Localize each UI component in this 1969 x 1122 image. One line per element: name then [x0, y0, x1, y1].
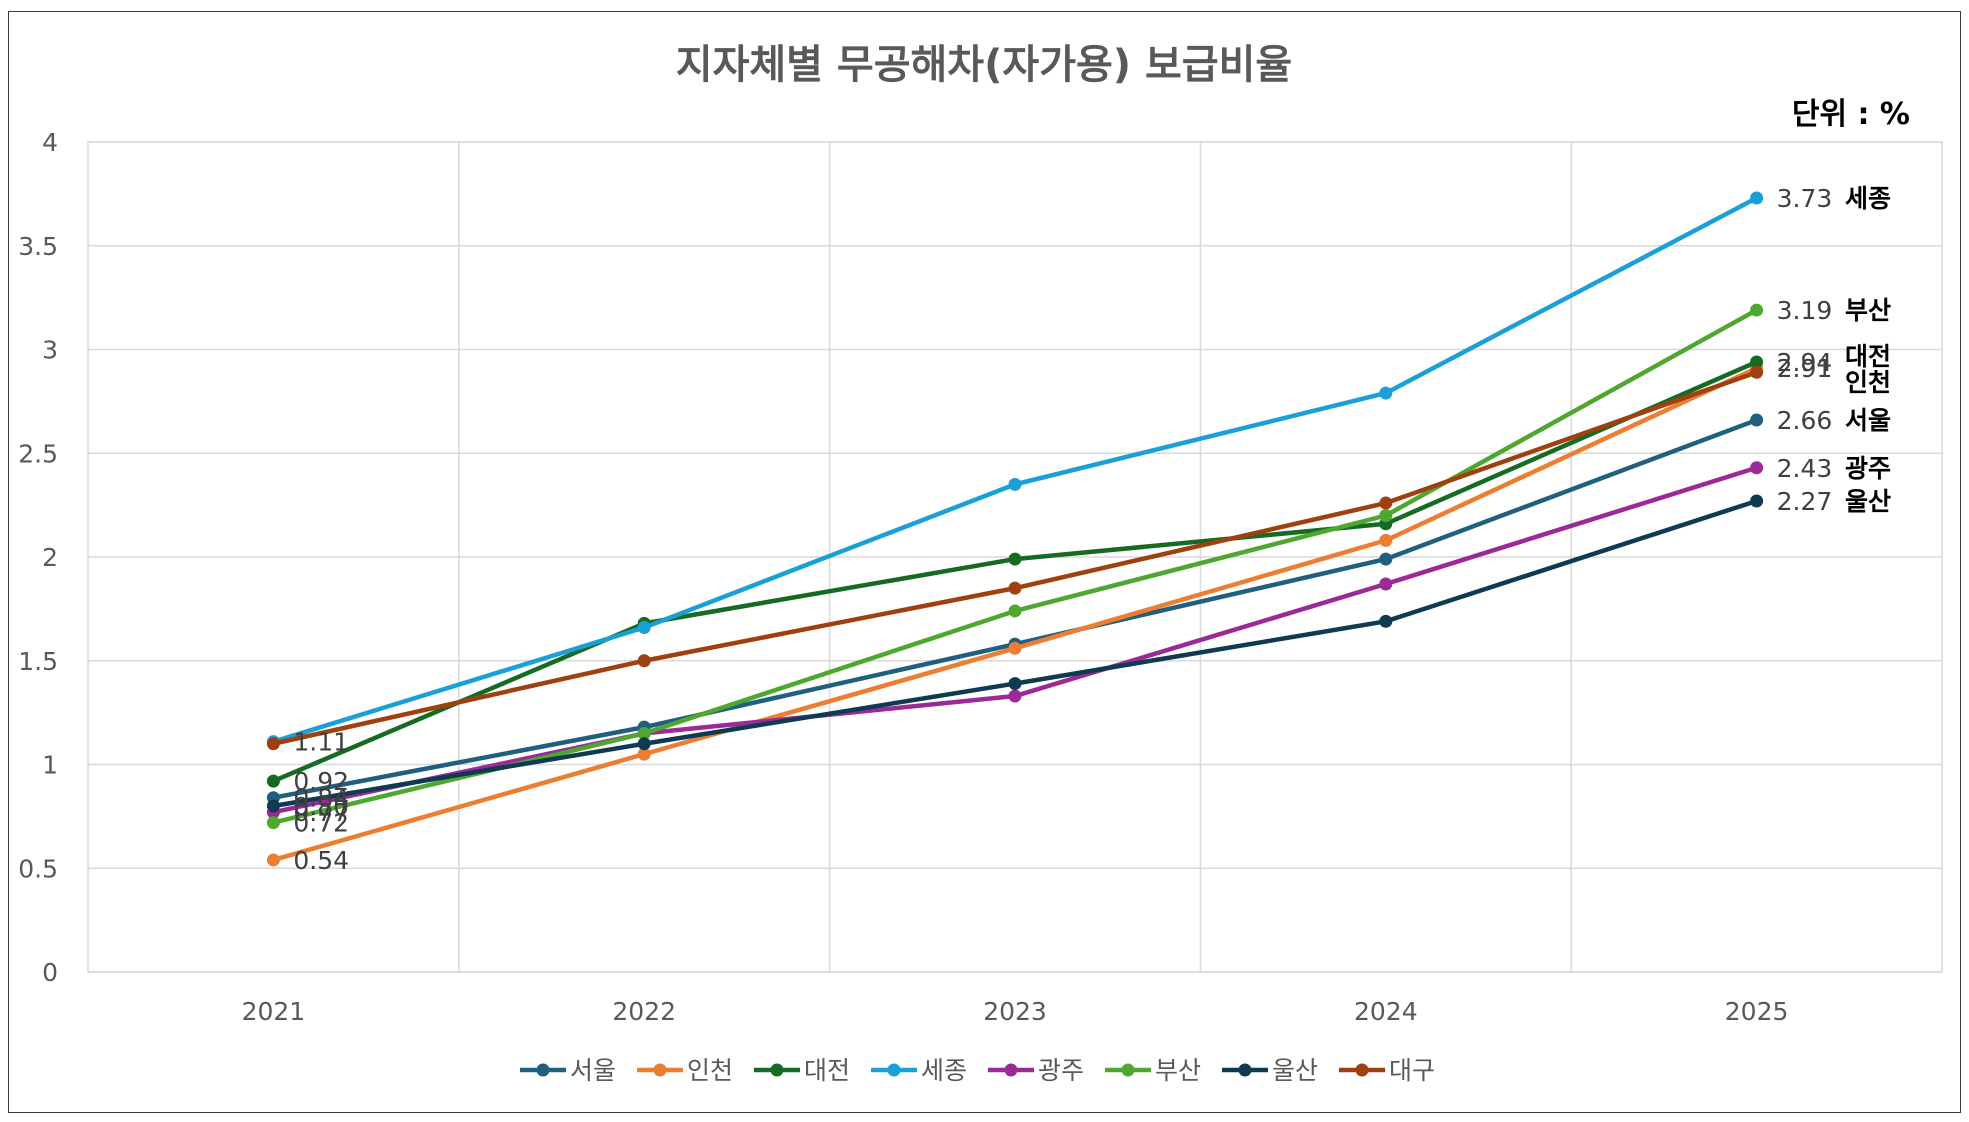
data-label: 2.94	[1777, 348, 1833, 377]
legend-label: 서울	[570, 1056, 616, 1085]
data-label: 2.43	[1777, 454, 1833, 483]
data-label: 2.91	[1777, 354, 1833, 383]
data-label: 0.54	[293, 846, 349, 875]
data-point	[637, 621, 651, 635]
y-tick-label: 4	[42, 128, 58, 157]
data-label: 0.92	[293, 767, 349, 796]
data-point	[1379, 386, 1393, 400]
series-name-label: 세종	[1845, 184, 1891, 213]
y-tick-label: 2	[42, 543, 58, 572]
legend-item: 광주	[988, 1056, 1084, 1085]
y-tick-label: 1.5	[18, 647, 58, 676]
x-tick-label: 2021	[242, 997, 306, 1026]
data-label: 3.73	[1777, 184, 1833, 213]
legend-item: 대전	[754, 1056, 850, 1085]
data-point	[266, 816, 280, 830]
series-name-label: 부산	[1845, 296, 1891, 325]
data-point	[637, 747, 651, 761]
legend-label: 인천	[687, 1056, 733, 1085]
legend-label: 부산	[1155, 1056, 1201, 1085]
data-point	[1379, 496, 1393, 510]
data-point	[637, 726, 651, 740]
y-tick-label: 3	[42, 336, 58, 365]
data-point	[1008, 641, 1022, 655]
legend-swatch-marker	[1238, 1063, 1252, 1077]
x-tick-label: 2024	[1354, 997, 1418, 1026]
data-point	[1008, 689, 1022, 703]
data-point	[1750, 303, 1764, 317]
data-label: 2.66	[1777, 406, 1833, 435]
data-point	[1008, 677, 1022, 691]
legend-label: 광주	[1038, 1056, 1084, 1085]
data-point	[266, 853, 280, 867]
data-point	[1379, 509, 1393, 522]
data-point	[1750, 355, 1764, 369]
data-point	[1750, 494, 1764, 508]
data-point	[1750, 413, 1764, 427]
data-point	[266, 737, 280, 751]
legend-swatch-marker	[887, 1063, 901, 1077]
data-label: 0.77	[293, 798, 349, 827]
legend-swatch-marker	[653, 1063, 667, 1077]
data-point	[1750, 461, 1764, 475]
data-point	[1379, 552, 1393, 566]
series-name-label: 광주	[1845, 454, 1891, 483]
series-name-label: 서울	[1845, 406, 1891, 435]
x-tick-label: 2025	[1725, 997, 1789, 1026]
legend-label: 대구	[1389, 1056, 1435, 1085]
legend-label: 대전	[804, 1056, 850, 1085]
legend: 서울 인천 대전 세종 광주 부산 울산 대구	[520, 1056, 1435, 1085]
y-tick-label: 1	[42, 751, 58, 780]
data-label: 3.19	[1777, 296, 1833, 325]
series-lines	[266, 191, 1764, 867]
legend-label: 세종	[921, 1056, 967, 1085]
data-point	[1008, 581, 1022, 595]
legend-item: 부산	[1105, 1056, 1201, 1085]
legend-label: 울산	[1272, 1056, 1318, 1085]
legend-item: 대구	[1339, 1056, 1435, 1085]
data-point	[1008, 552, 1022, 566]
data-label: 0.72	[293, 809, 349, 838]
legend-swatch-marker	[1355, 1063, 1369, 1077]
data-point	[1379, 577, 1393, 591]
unit-label: 단위 : %	[1792, 97, 1910, 132]
data-point	[1008, 477, 1022, 491]
data-point	[1750, 365, 1764, 379]
legend-item: 인천	[637, 1056, 733, 1085]
data-label: 2.27	[1777, 487, 1833, 516]
y-tick-label: 2.5	[18, 439, 58, 468]
data-label: 0.84	[293, 784, 349, 813]
series-name-label: 울산	[1845, 487, 1891, 516]
data-point	[637, 737, 651, 751]
legend-item: 세종	[871, 1056, 967, 1085]
chart-title: 지자체별 무공해차(자가용) 보급비율	[676, 42, 1292, 88]
legend-swatch-marker	[1004, 1063, 1018, 1077]
data-label: 1.11	[293, 728, 349, 757]
legend-item: 서울	[520, 1056, 616, 1085]
data-labels: 0.84 2.66 서울 0.54 2.91 인천 0.92 2.94 대전 1.11 3.73 세종…	[293, 184, 1891, 875]
data-point	[1379, 614, 1393, 628]
series-line	[272, 308, 1758, 825]
legend-swatch-marker	[536, 1063, 550, 1077]
data-point	[1750, 191, 1764, 205]
axes: 0 0.5 1 1.5 2 2.5 3 3.5 4 2021 2022 2023 2024 2025	[18, 128, 1788, 1026]
chart-frame	[8, 11, 1961, 1113]
series-name-label: 대전	[1845, 342, 1891, 371]
series-name-label: 인천	[1845, 368, 1891, 397]
legend-swatch-marker	[1121, 1063, 1135, 1077]
data-point	[266, 774, 280, 788]
y-tick-label: 0.5	[18, 854, 58, 883]
x-tick-label: 2022	[612, 997, 676, 1026]
legend-swatch-marker	[770, 1063, 784, 1077]
data-point	[637, 654, 651, 668]
data-point	[1379, 533, 1393, 547]
data-point	[266, 799, 280, 813]
data-label: 0.80	[293, 792, 349, 821]
x-tick-label: 2023	[983, 997, 1047, 1026]
y-tick-label: 3.5	[18, 232, 58, 261]
y-tick-label: 0	[42, 958, 58, 987]
legend-item: 울산	[1222, 1056, 1318, 1085]
data-point	[1008, 604, 1022, 618]
